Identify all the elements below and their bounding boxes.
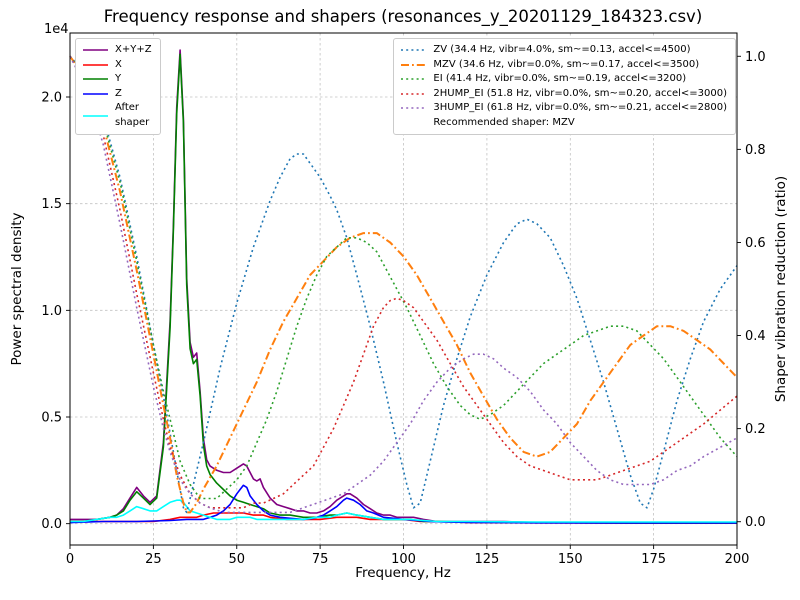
x-axis-label: Frequency, Hz	[355, 565, 451, 581]
legend-swatch	[83, 78, 108, 81]
legend-item-zv-label: ZV (34.4 Hz, vibr=4.0%, sm~=0.13, accel<…	[433, 44, 691, 55]
x-tick-label: 200	[725, 552, 750, 567]
series-line-mzv	[69, 55, 738, 514]
x-tick-label: 175	[641, 552, 666, 567]
legend-item-2hump-ei-label: 2HUMP_EI (51.8 Hz, vibr=0.0%, sm~=0.20, …	[433, 87, 727, 99]
tick-labels: 0 25 50 75 100 125 150 175 200 0.0 0.5 1.0 1.5 2.0 0.0…	[41, 50, 765, 567]
legend-item-recommended-shaper: Recommended shaper: MZV	[400, 116, 727, 131]
y-right-tick-label: 0.0	[745, 515, 766, 530]
x-tick-label: 150	[558, 552, 583, 567]
y-right-tick-label: 1.0	[745, 50, 766, 65]
legend-psd: X+Y+Z X Y Z After shaper	[75, 38, 161, 135]
x-tick-label: 100	[391, 552, 416, 567]
legend-item-3hump-ei: 3HUMP_EI (61.8 Hz, vibr=0.0%, sm~=0.21, …	[400, 101, 727, 116]
legend-item-z-label: Z	[115, 87, 122, 99]
legend-swatch	[401, 107, 427, 110]
legend-swatch	[401, 49, 427, 52]
legend-item-ei-label: EI (41.4 Hz, vibr=0.0%, sm~=0.19, accel<…	[433, 73, 687, 84]
legend-swatch	[83, 63, 108, 66]
legend-item-mzv-label: MZV (34.6 Hz, vibr=0.0%, sm~=0.17, accel…	[433, 58, 700, 70]
y-left-tick-label: 2.0	[41, 91, 62, 106]
legend-swatch	[400, 117, 427, 129]
legend-item-2hump-ei: 2HUMP_EI (51.8 Hz, vibr=0.0%, sm~=0.20, …	[400, 87, 727, 102]
x-tick-label: 50	[228, 552, 245, 567]
y-left-tick-label: 0.0	[41, 517, 62, 532]
y-axis-label-right: Shaper vibration reduction (ratio)	[773, 175, 789, 403]
x-tick-label: 75	[312, 552, 329, 567]
x-tick-label: 125	[474, 552, 499, 567]
legend-item-after-shaper-label: After shaper	[115, 102, 150, 128]
y-right-tick-label: 0.4	[745, 329, 766, 344]
legend-item-sum: X+Y+Z	[82, 43, 152, 58]
series-line-zv	[69, 55, 738, 514]
series-line-after-shaper	[70, 499, 737, 523]
legend-item-ei: EI (41.4 Hz, vibr=0.0%, sm~=0.19, accel<…	[400, 72, 727, 87]
legend-swatch	[401, 63, 427, 66]
legend-swatch	[83, 49, 108, 52]
legend-swatch	[83, 114, 108, 117]
legend-item-3hump-ei-label: 3HUMP_EI (61.8 Hz, vibr=0.0%, sm~=0.21, …	[433, 102, 727, 113]
psd-series	[69, 49, 737, 524]
y-right-tick-label: 0.8	[745, 143, 766, 158]
y-right-tick-label: 0.2	[745, 422, 766, 437]
y-axis-offset-text: 1e4	[44, 22, 69, 37]
series-line-ei	[69, 55, 738, 500]
legend-item-y: Y	[82, 72, 152, 87]
legend-item-z: Z	[82, 87, 152, 102]
chart-title: Frequency response and shapers (resonanc…	[103, 7, 703, 26]
x-tick-label: 0	[66, 552, 74, 567]
y-left-tick-label: 1.5	[41, 197, 62, 212]
legend-item-y-label: Y	[115, 73, 122, 84]
legend-swatch	[83, 92, 108, 95]
x-tick-label: 25	[145, 552, 162, 567]
legend-item-recommended-shaper-label: Recommended shaper: MZV	[433, 116, 575, 128]
legend-item-after-shaper: After shaper	[82, 101, 152, 130]
y-axis-label-left: Power spectral density	[9, 212, 25, 366]
legend-item-zv: ZV (34.4 Hz, vibr=4.0%, sm~=0.13, accel<…	[400, 43, 727, 58]
legend-item-x-label: X	[115, 58, 122, 70]
shaper-series	[69, 55, 738, 514]
legend-item-mzv: MZV (34.6 Hz, vibr=0.0%, sm~=0.17, accel…	[400, 58, 727, 73]
tick-marks	[66, 55, 741, 549]
y-left-tick-label: 0.5	[41, 411, 62, 426]
legend-shapers: ZV (34.4 Hz, vibr=4.0%, sm~=0.13, accel<…	[393, 38, 736, 135]
legend-swatch	[401, 78, 427, 81]
legend-item-sum-label: X+Y+Z	[115, 44, 152, 55]
legend-swatch	[401, 92, 427, 95]
y-left-tick-label: 1.0	[41, 304, 62, 319]
legend-item-x: X	[82, 58, 152, 73]
series-line-3hump-ei	[69, 55, 738, 514]
y-right-tick-label: 0.6	[745, 236, 766, 251]
